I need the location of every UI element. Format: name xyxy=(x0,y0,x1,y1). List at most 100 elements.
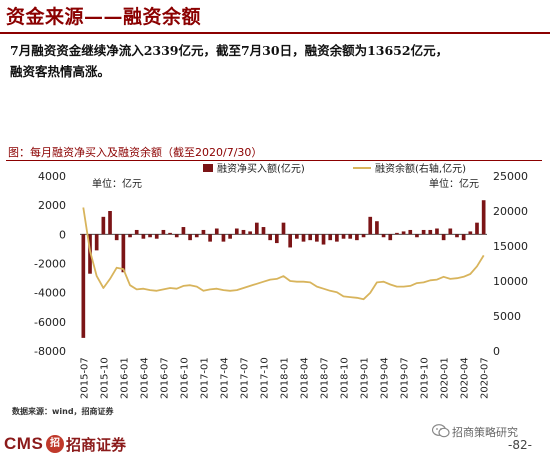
wechat-account-name: 招商策略研究 xyxy=(452,426,518,439)
bar-net-purchase xyxy=(241,229,246,235)
x-tick-label: 2018-07 xyxy=(320,357,331,399)
bar-net-purchase xyxy=(194,234,199,238)
bar-net-purchase xyxy=(381,234,386,238)
bar-net-purchase xyxy=(201,229,206,235)
bar-net-purchase xyxy=(141,234,146,239)
bar-net-purchase xyxy=(448,228,453,235)
bar-net-purchase xyxy=(388,234,393,241)
left-axis-tick-label: 2000 xyxy=(38,199,66,212)
x-tick-label: 2019-10 xyxy=(420,357,431,399)
summary-text: 7月融资资金继续净流入2339亿元，截至7月30日，融资余额为13652亿元， … xyxy=(10,40,540,82)
bar-net-purchase xyxy=(281,222,286,235)
bar-net-purchase xyxy=(308,234,313,241)
bar-net-purchase xyxy=(81,234,86,338)
bar-net-purchase xyxy=(301,234,306,242)
legend-label-bar: 融资净买入额(亿元) xyxy=(217,162,305,175)
bar-net-purchase xyxy=(101,216,106,235)
x-tick-label: 2019-04 xyxy=(380,357,391,399)
bar-net-purchase xyxy=(161,229,166,235)
left-axis-tick-label: -2000 xyxy=(34,258,66,271)
line-financing-balance xyxy=(82,207,485,301)
x-tick-label: 2015-10 xyxy=(99,357,110,399)
right-axis-tick-label: 25000 xyxy=(493,170,528,183)
bar-net-purchase xyxy=(134,229,139,235)
wechat-icon xyxy=(432,424,450,438)
bar-net-purchase xyxy=(415,234,419,238)
left-axis-tick-label: -6000 xyxy=(34,316,66,329)
chart-title-rule xyxy=(6,160,542,161)
bar-net-purchase xyxy=(455,234,459,238)
bar-net-purchase xyxy=(94,234,99,251)
cms-logo-icon: 招 xyxy=(46,435,64,453)
left-axis-tick-label: 4000 xyxy=(38,170,66,183)
bar-net-purchase xyxy=(168,232,172,235)
x-tick-label: 2016-10 xyxy=(179,357,190,399)
x-tick-label: 2018-01 xyxy=(280,357,291,399)
bar-net-purchase xyxy=(181,227,186,235)
x-tick-label: 2019-01 xyxy=(360,357,371,399)
bar-net-purchase xyxy=(248,231,252,235)
x-tick-label: 2015-07 xyxy=(79,357,90,399)
bar-net-purchase xyxy=(461,234,466,241)
slide-title: 资金来源——融资余额 xyxy=(6,6,202,28)
summary-line-1: 7月融资资金继续净流入2339亿元，截至7月30日，融资余额为13652亿元， xyxy=(10,43,449,58)
bar-net-purchase xyxy=(328,234,333,241)
bar-net-purchase xyxy=(335,234,339,242)
x-tick-label: 2020-07 xyxy=(480,357,491,399)
right-axis-tick-label: 5000 xyxy=(493,310,521,323)
bar-net-purchase xyxy=(221,234,226,242)
title-rule xyxy=(0,32,550,34)
chart-title: 图：每月融资净买入及融资余额（截至2020/7/30） xyxy=(8,146,263,159)
x-tick-label: 2017-10 xyxy=(259,357,270,399)
bar-net-purchase xyxy=(361,234,366,238)
bar-net-purchase xyxy=(295,234,299,239)
bar-net-purchase xyxy=(475,222,479,235)
bar-net-purchase xyxy=(481,200,486,235)
bar-net-purchase xyxy=(261,227,266,235)
x-tick-label: 2020-01 xyxy=(440,357,451,399)
left-unit-label: 单位：亿元 xyxy=(92,177,142,190)
x-tick-label: 2020-04 xyxy=(460,357,471,399)
bar-net-purchase xyxy=(208,234,212,242)
right-unit-label: 单位：亿元 xyxy=(429,177,479,190)
bar-net-purchase xyxy=(188,234,192,241)
cms-logo-text: CMS xyxy=(4,434,44,453)
bar-net-purchase xyxy=(214,228,219,235)
x-tick-label: 2016-07 xyxy=(159,357,170,399)
bar-net-purchase xyxy=(321,234,326,245)
x-tick-label: 2018-04 xyxy=(300,357,311,399)
bar-net-purchase xyxy=(468,231,473,235)
bar-net-purchase xyxy=(441,234,446,241)
page-number: -82- xyxy=(508,438,532,452)
left-axis-tick-label: 0 xyxy=(59,228,66,241)
data-source: 数据来源：wind，招商证券 xyxy=(12,407,114,416)
bar-net-purchase xyxy=(128,234,132,238)
bar-net-purchase xyxy=(315,234,319,242)
legend-label-line: 融资余额(右轴,亿元) xyxy=(375,162,466,175)
company-name: 招商证券 xyxy=(66,436,127,454)
left-axis-tick-label: -4000 xyxy=(34,287,66,300)
x-tick-label: 2017-04 xyxy=(219,357,230,399)
bar-net-purchase xyxy=(348,234,353,239)
bar-net-purchase xyxy=(375,221,379,235)
right-axis-tick-label: 10000 xyxy=(493,275,528,288)
bar-net-purchase xyxy=(395,232,399,235)
bar-net-purchase xyxy=(121,234,126,273)
bar-net-purchase xyxy=(408,229,413,235)
bar-net-purchase xyxy=(254,222,259,235)
bar-net-purchase xyxy=(108,211,112,235)
x-tick-label: 2017-07 xyxy=(239,357,250,399)
right-axis-tick-label: 15000 xyxy=(493,240,528,253)
bar-net-purchase xyxy=(148,234,152,238)
bar-net-purchase xyxy=(341,234,346,239)
x-tick-label: 2016-04 xyxy=(139,357,150,399)
bar-net-purchase xyxy=(288,234,293,248)
bar-net-purchase xyxy=(114,234,119,241)
x-tick-label: 2018-10 xyxy=(340,357,351,399)
summary-line-2: 融资客热情高涨。 xyxy=(10,64,111,79)
bar-net-purchase xyxy=(234,228,239,235)
bar-net-purchase xyxy=(401,231,406,235)
x-tick-label: 2019-07 xyxy=(400,357,411,399)
left-axis-tick-label: -8000 xyxy=(34,345,66,358)
bar-net-purchase xyxy=(368,216,373,235)
